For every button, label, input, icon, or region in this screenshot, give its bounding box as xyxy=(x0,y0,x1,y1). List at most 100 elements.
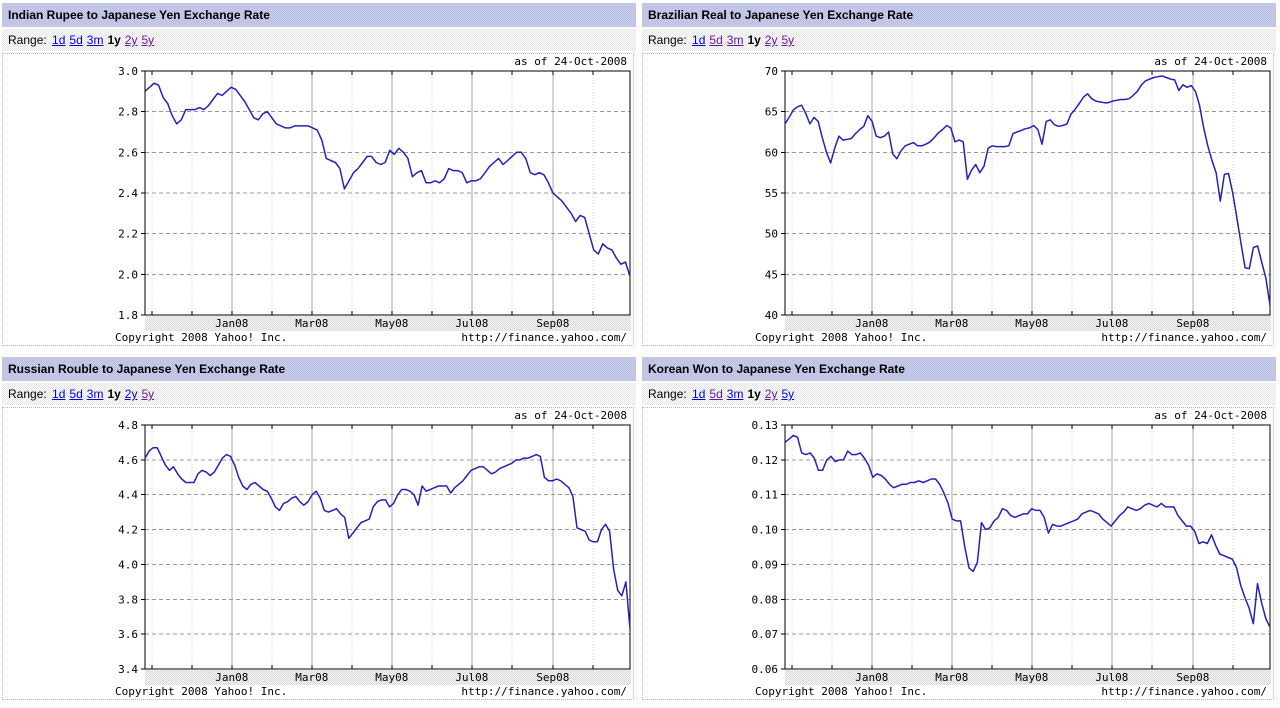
price-line xyxy=(144,446,631,629)
range-link-1y[interactable]: 1y xyxy=(747,33,761,47)
y-axis-label: 0.06 xyxy=(752,663,779,676)
y-axis-label: 70 xyxy=(765,65,778,78)
y-axis-label: 4.8 xyxy=(118,419,138,432)
chart-panel-krw-jpy: Korean Won to Japanese Yen Exchange Rate… xyxy=(640,354,1280,708)
range-link-1d[interactable]: 1d xyxy=(692,387,706,401)
range-bar: Range: 1d 5d 3m 1y 2y 5y xyxy=(2,383,636,405)
range-link-5d[interactable]: 5d xyxy=(69,387,83,401)
range-link-2y[interactable]: 2y xyxy=(764,33,778,47)
range-link-2y[interactable]: 2y xyxy=(764,387,778,401)
range-link-5y[interactable]: 5y xyxy=(141,33,155,47)
y-axis-label: 2.8 xyxy=(118,106,138,119)
x-axis-band: Jan08 Mar08 May08 Jul08 Sep08 xyxy=(785,670,1271,685)
range-link-1y[interactable]: 1y xyxy=(747,387,761,401)
range-link-5d[interactable]: 5d xyxy=(709,387,723,401)
y-axis-label: 2.4 xyxy=(118,187,138,200)
chart-title-bar: Indian Rupee to Japanese Yen Exchange Ra… xyxy=(2,3,636,27)
y-axis-label: 0.08 xyxy=(752,593,779,606)
copyright-label: Copyright 2008 Yahoo! Inc. xyxy=(755,685,928,698)
chart-image: 3.0 2.8 2.6 2.4 2.2 2.0 1.8 as of 24-Oct-2008 … xyxy=(2,53,634,346)
y-axis-label: 0.12 xyxy=(752,454,779,467)
y-axis-label: 4.6 xyxy=(118,454,138,467)
as-of-label: as of 24-Oct-2008 xyxy=(1154,409,1267,422)
y-axis-label: 1.8 xyxy=(118,309,138,322)
range-link-2y[interactable]: 2y xyxy=(124,387,138,401)
x-axis-label: Jul08 xyxy=(455,671,489,684)
x-axis-label: Jan08 xyxy=(855,671,889,684)
x-axis-label: Sep08 xyxy=(536,671,570,684)
x-axis-label: Mar08 xyxy=(295,671,329,684)
range-link-1d[interactable]: 1d xyxy=(52,387,66,401)
y-axis-label: 2.2 xyxy=(118,228,138,241)
price-line xyxy=(784,434,1271,628)
y-axis-label: 4.0 xyxy=(118,558,138,571)
x-axis-label: May08 xyxy=(375,317,409,330)
range-link-3m[interactable]: 3m xyxy=(726,33,744,47)
source-url-label: http://finance.yahoo.com/ xyxy=(461,685,627,698)
chart-image: 70 65 60 55 50 45 40 as of 24-Oct-2008 Jan08 Ma… xyxy=(642,53,1274,346)
range-link-3m[interactable]: 3m xyxy=(726,387,744,401)
x-axis-label: Jan08 xyxy=(215,317,249,330)
range-link-5y[interactable]: 5y xyxy=(781,387,795,401)
y-axis-label: 40 xyxy=(765,309,778,322)
price-line xyxy=(144,82,631,277)
chart-plot: 70 65 60 55 50 45 40 xyxy=(765,65,1271,322)
y-axis-label: 0.07 xyxy=(752,628,779,641)
range-link-3m[interactable]: 3m xyxy=(86,387,104,401)
x-axis-band: Jan08 Mar08 May08 Jul08 Sep08 xyxy=(145,316,631,331)
range-bar: Range: 1d 5d 3m 1y 2y 5y xyxy=(2,29,636,51)
chart-title: Russian Rouble to Japanese Yen Exchange … xyxy=(8,362,286,376)
y-axis-label: 0.10 xyxy=(752,524,779,537)
chart-title-bar: Korean Won to Japanese Yen Exchange Rate xyxy=(642,357,1276,381)
range-link-3m[interactable]: 3m xyxy=(86,33,104,47)
x-axis-label: May08 xyxy=(1015,671,1049,684)
y-axis-label: 3.0 xyxy=(118,65,138,78)
source-url-label: http://finance.yahoo.com/ xyxy=(1101,331,1267,344)
chart-title: Indian Rupee to Japanese Yen Exchange Ra… xyxy=(8,8,270,22)
y-axis-label: 3.8 xyxy=(118,593,138,606)
range-link-1d[interactable]: 1d xyxy=(52,33,66,47)
y-axis-label: 0.13 xyxy=(752,419,779,432)
y-axis-label: 3.4 xyxy=(118,663,138,676)
range-link-1y[interactable]: 1y xyxy=(107,33,121,47)
y-axis-label: 4.4 xyxy=(118,489,138,502)
x-axis-label: Sep08 xyxy=(1176,671,1210,684)
x-axis-band: Jan08 Mar08 May08 Jul08 Sep08 xyxy=(785,316,1271,331)
y-axis-label: 3.6 xyxy=(118,628,138,641)
chart-plot: 3.0 2.8 2.6 2.4 2.2 2.0 1.8 xyxy=(118,65,631,322)
x-axis-label: Sep08 xyxy=(1176,317,1210,330)
x-axis-label: Jul08 xyxy=(1095,671,1129,684)
range-label: Range: xyxy=(648,33,687,47)
chart-panel-rub-jpy: Russian Rouble to Japanese Yen Exchange … xyxy=(0,354,640,708)
as-of-label: as of 24-Oct-2008 xyxy=(514,55,627,68)
copyright-label: Copyright 2008 Yahoo! Inc. xyxy=(755,331,928,344)
x-axis-label: Mar08 xyxy=(935,671,969,684)
range-link-2y[interactable]: 2y xyxy=(124,33,138,47)
x-axis-label: May08 xyxy=(1015,317,1049,330)
range-link-5d[interactable]: 5d xyxy=(709,33,723,47)
range-link-5d[interactable]: 5d xyxy=(69,33,83,47)
y-axis-label: 55 xyxy=(765,187,778,200)
chart-image: 4.8 4.6 4.4 4.2 4.0 3.8 3.6 3.4 as of 24-Oct-20… xyxy=(2,407,634,700)
y-axis-label: 65 xyxy=(765,106,778,119)
copyright-label: Copyright 2008 Yahoo! Inc. xyxy=(115,331,288,344)
chart-plot: 4.8 4.6 4.4 4.2 4.0 3.8 3.6 3.4 xyxy=(118,419,631,676)
as-of-label: as of 24-Oct-2008 xyxy=(514,409,627,422)
chart-title-bar: Brazilian Real to Japanese Yen Exchange … xyxy=(642,3,1276,27)
source-url-label: http://finance.yahoo.com/ xyxy=(461,331,627,344)
x-axis-label: Jan08 xyxy=(215,671,249,684)
range-link-1y[interactable]: 1y xyxy=(107,387,121,401)
chart-title: Brazilian Real to Japanese Yen Exchange … xyxy=(648,8,914,22)
range-label: Range: xyxy=(8,387,47,401)
range-link-5y[interactable]: 5y xyxy=(141,387,155,401)
y-axis-label: 50 xyxy=(765,228,778,241)
x-axis-label: Jan08 xyxy=(855,317,889,330)
chart-panel-inr-jpy: Indian Rupee to Japanese Yen Exchange Ra… xyxy=(0,0,640,354)
range-link-1d[interactable]: 1d xyxy=(692,33,706,47)
x-axis-label: Mar08 xyxy=(935,317,969,330)
y-axis-label: 4.2 xyxy=(118,524,138,537)
range-bar: Range: 1d 5d 3m 1y 2y 5y xyxy=(642,383,1276,405)
range-link-5y[interactable]: 5y xyxy=(781,33,795,47)
price-line xyxy=(784,75,1271,306)
